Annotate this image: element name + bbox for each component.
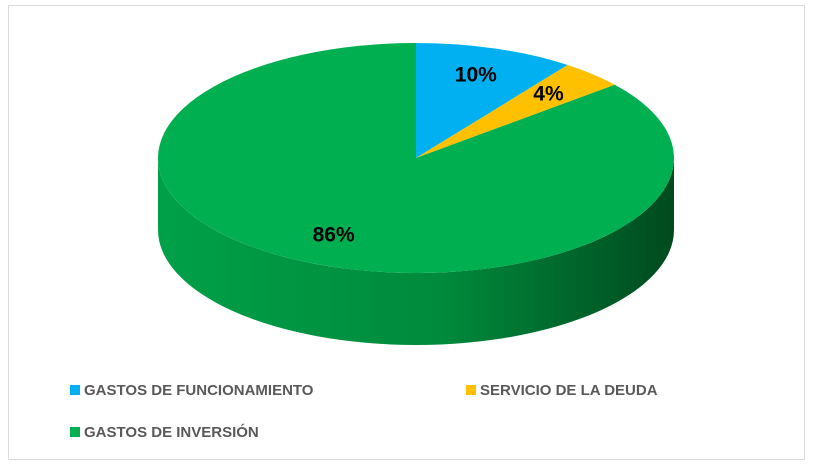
pie-slice <box>416 43 568 158</box>
data-label: 4% <box>533 83 564 106</box>
legend-label: SERVICIO DE LA DEUDA <box>480 382 658 399</box>
legend-label: GASTOS DE INVERSIÓN <box>84 423 259 441</box>
pie-slice <box>416 64 615 158</box>
legend-swatch <box>466 385 476 395</box>
pie-side <box>158 158 674 345</box>
pie-slice <box>158 43 675 273</box>
legend-swatch <box>70 427 80 437</box>
data-label: 86% <box>313 224 355 247</box>
data-label: 10% <box>455 64 497 87</box>
legend-swatch <box>70 385 80 395</box>
legend-label: GASTOS DE FUNCIONAMIENTO <box>84 382 314 399</box>
